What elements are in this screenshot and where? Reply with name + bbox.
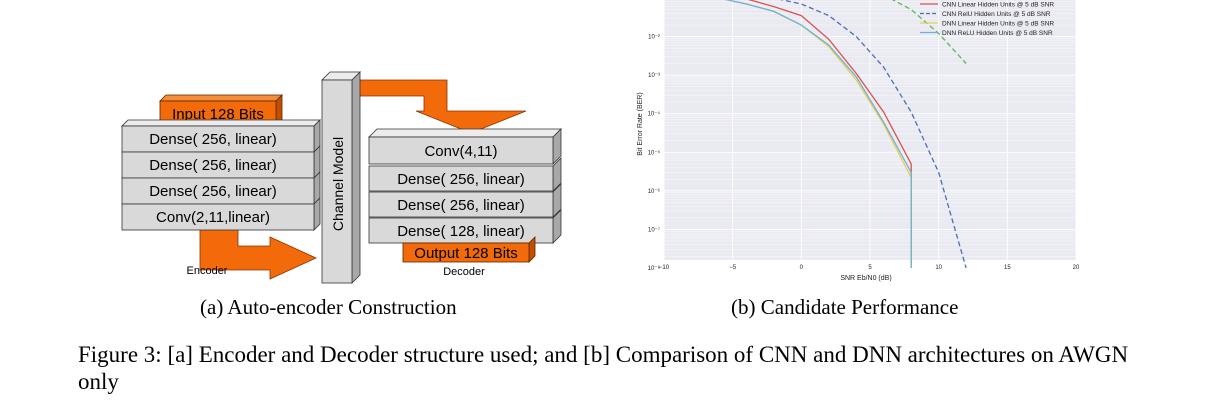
y-tick-labels: 10⁻¹ 10⁻² 10⁻³ 10⁻⁴ 10⁻⁵ 10⁻⁶ 10⁻⁷ 10⁻⁸ — [648, 0, 661, 272]
encoder-layer: Conv(2,11,linear) — [121, 197, 321, 231]
y-tick-label: 10⁻⁵ — [648, 149, 661, 156]
decoder-layer-label: Conv(4,11) — [424, 143, 497, 160]
channel-model-block: Channel Model — [321, 71, 361, 284]
encoder-layer: Dense( 256, linear) — [121, 119, 321, 153]
encoder-layer-label: Conv(2,11,linear) — [156, 209, 270, 226]
channel-to-decoder-arrow — [357, 79, 527, 134]
y-tick-label: 10⁻¹ — [648, 0, 660, 2]
decoder-layer: Dense( 128, linear) — [368, 209, 562, 244]
decoder-layer: Dense( 256, linear) — [368, 157, 562, 192]
decoder-stack: Conv(4,11) Dense( 256, linear) Dense( 25… — [368, 128, 562, 244]
decoder-layer: Conv(4,11) — [368, 128, 562, 165]
encoder-layer: Dense( 256, linear) — [121, 171, 321, 205]
channel-model-label: Channel Model — [330, 137, 346, 231]
legend-label: CNN Linear Hidden Units @ 5 dB SNR — [942, 1, 1054, 8]
encoder-stack: Dense( 256, linear) Dense( 256, linear) … — [121, 119, 321, 231]
y-tick-label: 10⁻⁷ — [648, 226, 660, 233]
x-axis-label: SNR Eb/N0 (dB) — [840, 275, 891, 282]
decoder-output-label: Output 128 Bits — [414, 245, 517, 262]
encoder-layer-label: Dense( 256, linear) — [149, 131, 277, 148]
encoder-input-label: Input 128 Bits — [172, 106, 264, 123]
x-tick-label: 10 — [935, 265, 942, 271]
grid-lines — [663, 0, 1077, 269]
y-tick-label: 10⁻⁶ — [648, 188, 661, 195]
series-lines — [725, 0, 967, 269]
x-tick-label: 15 — [1004, 265, 1011, 271]
subcaption-b: (b) Candidate Performance — [731, 295, 959, 319]
legend-label: DNN Linear Hidden Units @ 5 dB SNR — [942, 20, 1054, 27]
ber-chart: 10⁻¹ 10⁻² 10⁻³ 10⁻⁴ 10⁻⁵ 10⁻⁶ 10⁻⁷ 10⁻⁸ −10 −5 0 5… — [637, 0, 1080, 282]
x-tick-label: −10 — [659, 265, 670, 271]
figure-caption: Figure 3: [a] Encoder and Decoder struct… — [78, 342, 1129, 394]
subcaption-a: (a) Auto-encoder Construction — [200, 295, 457, 319]
x-tick-label: −5 — [729, 265, 737, 271]
decoder-label: Decoder — [443, 266, 485, 278]
legend-label: DNN ReLU Hidden Units @ 5 dB SNR — [942, 30, 1053, 37]
y-tick-label: 10⁻² — [648, 35, 660, 41]
y-tick-label: 10⁻³ — [648, 73, 660, 79]
x-tick-label: 5 — [868, 265, 872, 271]
encoder-layer-label: Dense( 256, linear) — [149, 183, 277, 200]
autoencoder-diagram: Input 128 Bits Dense( 256, linear) Dense… — [121, 71, 562, 284]
legend-label: CNN RelU Hidden Units @ 5 dB SNR — [942, 11, 1051, 18]
encoder-arrow — [199, 224, 317, 280]
decoder-layer-label: Dense( 128, linear) — [397, 223, 525, 240]
y-tick-label: 10⁻⁸ — [648, 265, 661, 272]
decoder-layer: Dense( 256, linear) — [368, 183, 562, 218]
encoder-layer-label: Dense( 256, linear) — [149, 157, 277, 174]
series-line — [891, 0, 967, 64]
x-tick-label: 0 — [800, 265, 804, 271]
x-tick-label: 20 — [1073, 265, 1080, 271]
encoder-layer: Dense( 256, linear) — [121, 145, 321, 179]
legend: CNN Linear Hidden Units @ 5 dB SNR CNN Re… — [920, 1, 1054, 37]
series-line — [779, 0, 967, 269]
y-tick-label: 10⁻⁴ — [648, 111, 661, 118]
y-axis-label: Bit Error Rate (BER) — [637, 92, 644, 155]
decoder-layer-label: Dense( 256, linear) — [397, 197, 525, 214]
encoder-label: Encoder — [187, 265, 228, 277]
series-line — [747, 0, 912, 268]
series-line — [725, 0, 912, 268]
x-tick-labels: −10 −5 0 5 10 15 20 — [659, 265, 1080, 271]
decoder-layer-label: Dense( 256, linear) — [397, 171, 525, 188]
decoder-output-box: Output 128 Bits — [402, 236, 536, 263]
